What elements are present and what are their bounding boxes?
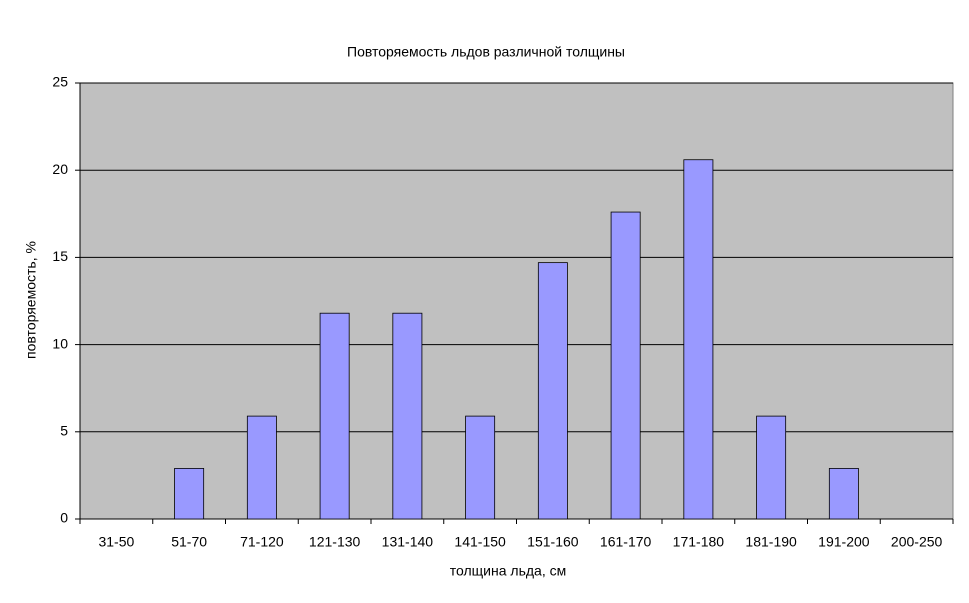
y-axis-label: повторяемость, % — [23, 241, 39, 359]
x-tick-label: 191-200 — [818, 534, 870, 550]
bar — [174, 468, 205, 520]
x-tick-label: 171-180 — [673, 534, 725, 550]
bar — [683, 159, 714, 520]
bar — [610, 211, 641, 520]
x-axis-label: толщина льда, см — [450, 563, 566, 579]
bar — [246, 415, 277, 520]
x-tick-label: 141-150 — [454, 534, 506, 550]
chart-title: Повторяемость льдов различной толщины — [347, 44, 625, 60]
bar — [319, 312, 350, 520]
y-tick-label: 20 — [52, 161, 68, 177]
x-tick-label: 151-160 — [527, 534, 579, 550]
bar — [392, 312, 423, 520]
y-tick-label: 0 — [60, 510, 68, 526]
x-tick-label: 161-170 — [600, 534, 652, 550]
bar — [537, 262, 568, 520]
x-tick-label: 71-120 — [240, 534, 284, 550]
bar — [828, 468, 859, 520]
bar — [756, 415, 787, 520]
x-tick-label: 131-140 — [382, 534, 434, 550]
x-tick-label: 200-250 — [891, 534, 943, 550]
bar — [465, 415, 496, 520]
x-tick-label: 121-130 — [309, 534, 361, 550]
x-tick-label: 31-50 — [98, 534, 134, 550]
y-tick-label: 15 — [52, 248, 68, 264]
y-tick-label: 25 — [52, 74, 68, 90]
y-tick-label: 5 — [60, 423, 68, 439]
y-tick-label: 10 — [52, 335, 68, 351]
plot-area — [79, 82, 954, 520]
x-tick-label: 181-190 — [745, 534, 797, 550]
x-tick-label: 51-70 — [171, 534, 207, 550]
